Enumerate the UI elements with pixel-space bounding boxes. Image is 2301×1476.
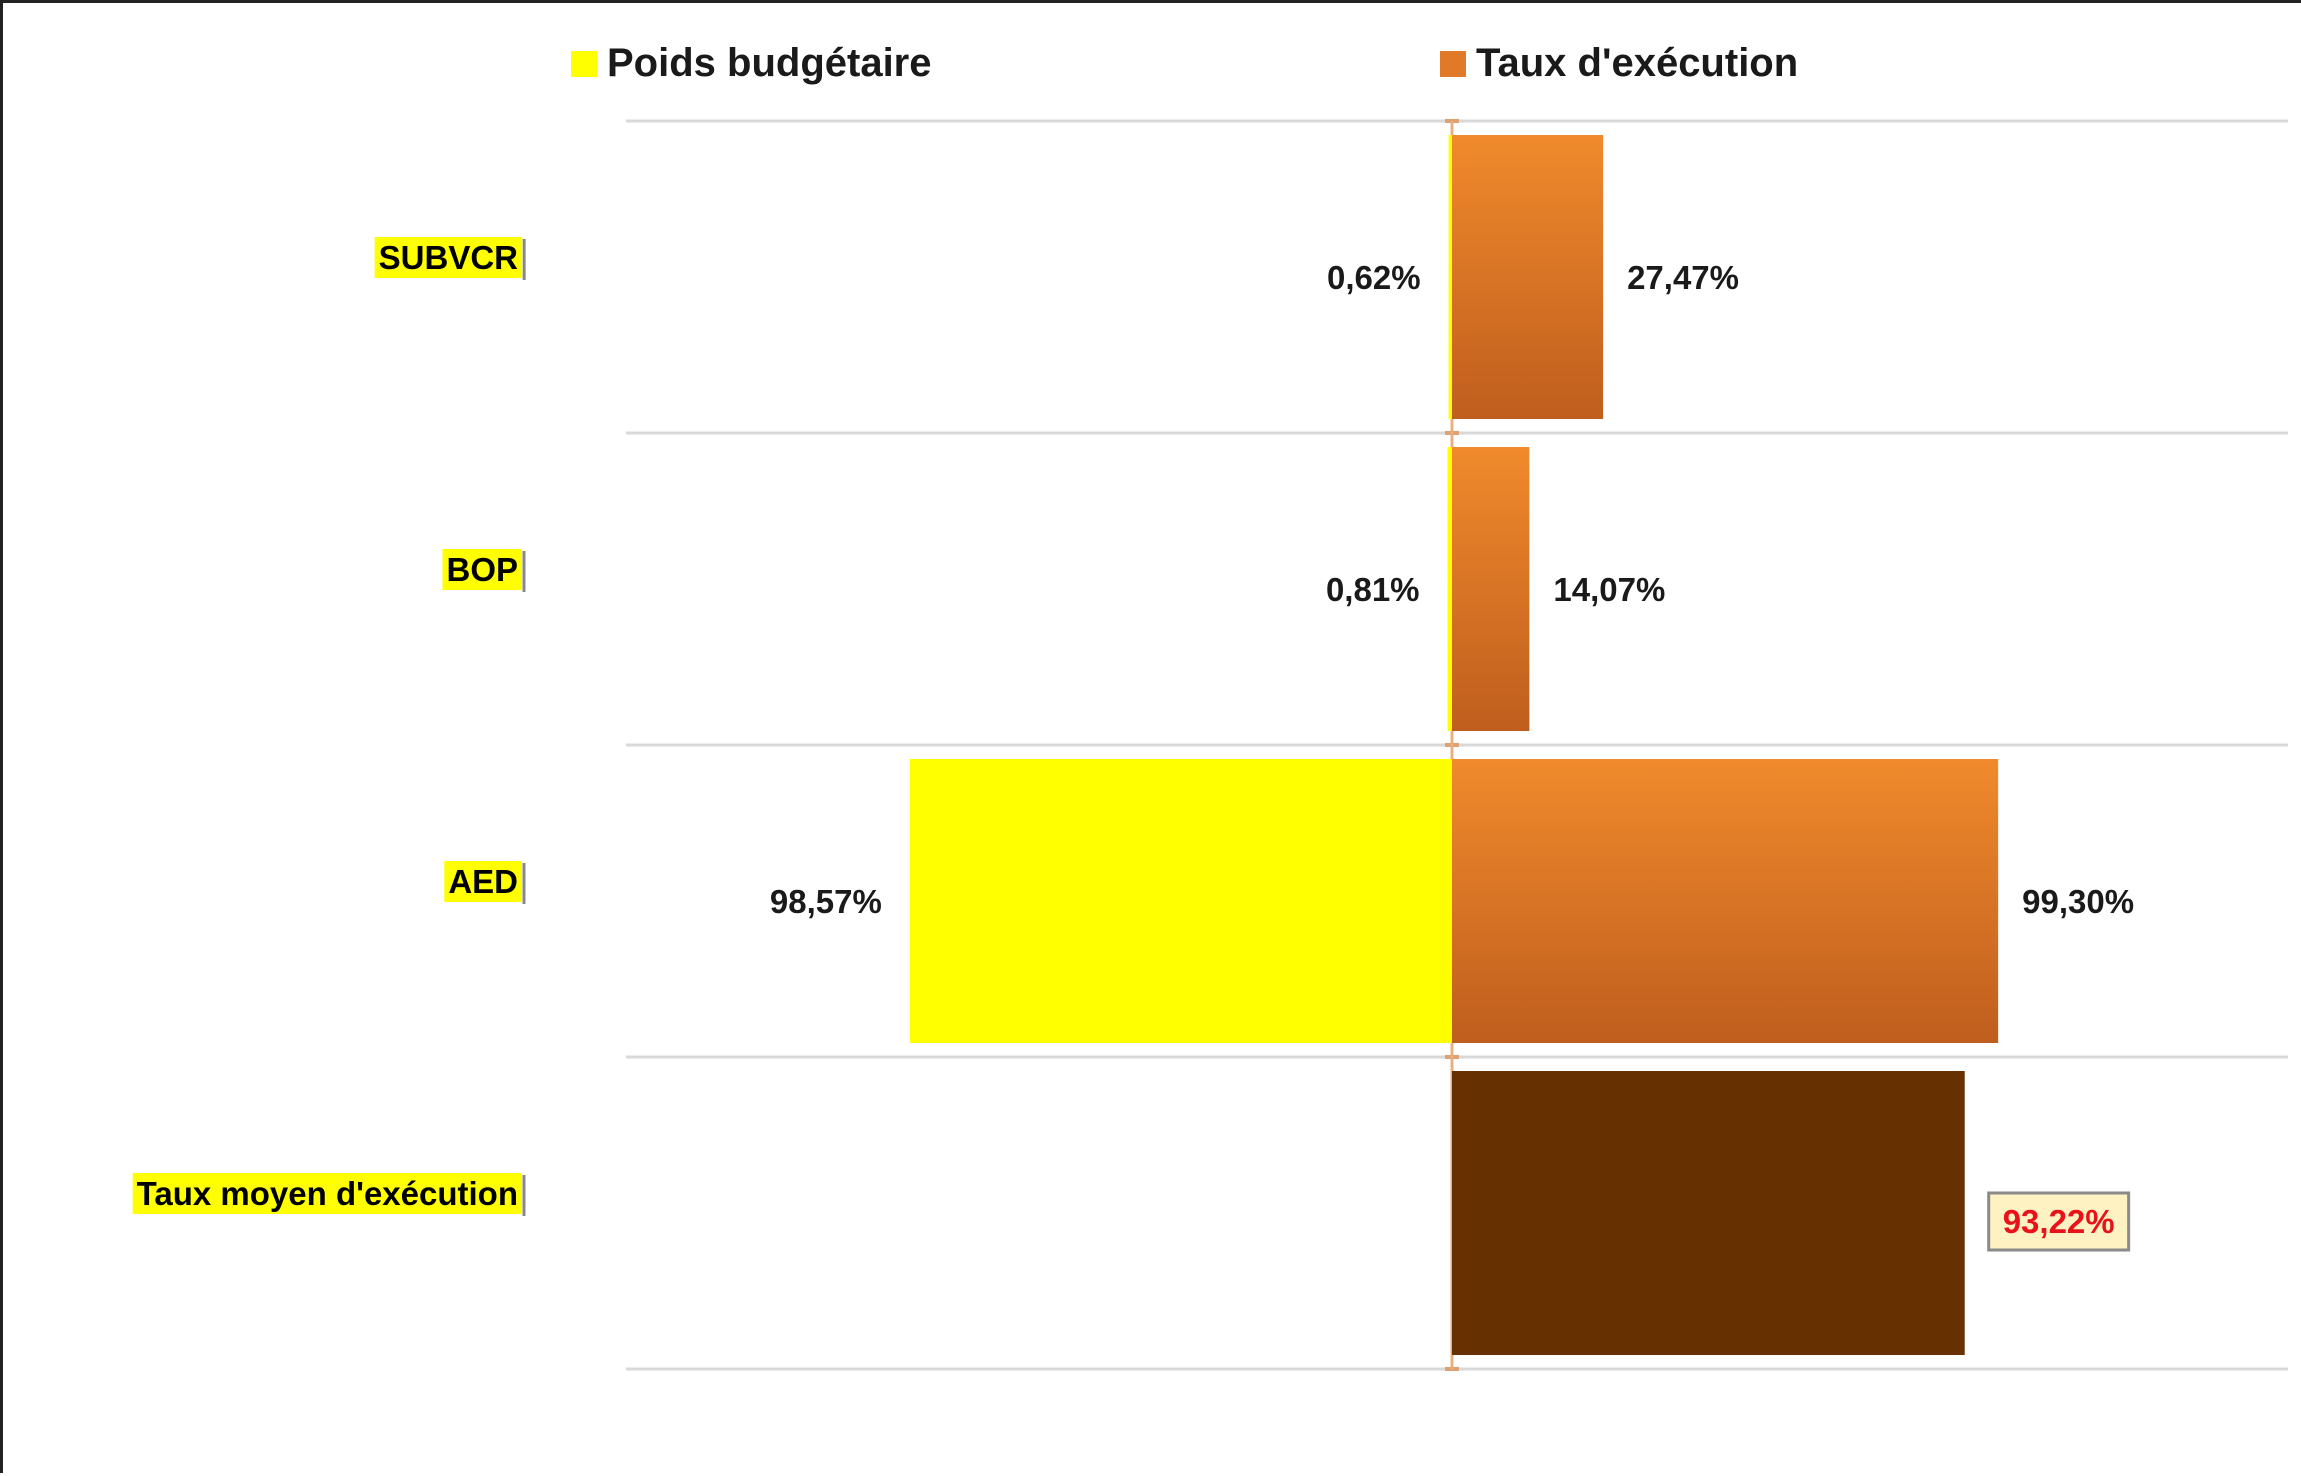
category-label: Taux moyen d'exécution bbox=[137, 1175, 518, 1212]
category-label-highlight bbox=[132, 1173, 522, 1214]
bar-poids bbox=[1447, 447, 1452, 731]
data-label-box bbox=[1987, 1191, 2131, 1252]
bar-taux bbox=[1452, 759, 1999, 1043]
data-label-taux: 27,47% bbox=[1627, 259, 1739, 296]
data-label-poids: 0,81% bbox=[1326, 571, 1420, 608]
data-label-poids: 0,62% bbox=[1327, 259, 1421, 296]
category-label: BOP bbox=[446, 551, 518, 588]
legend-label-poids: Poids budgétaire bbox=[607, 41, 932, 85]
category-label-highlight bbox=[374, 237, 523, 278]
legend-item-poids: Poids budgétaire bbox=[571, 41, 932, 86]
bar-chart: SUBVCR 0,62% 27,47% BOP 0,81% 14,07% AED 98,57%… bbox=[132, 119, 2288, 1371]
bar-taux bbox=[1452, 1071, 1965, 1355]
data-label-taux: 14,07% bbox=[1553, 571, 1665, 608]
bar-poids bbox=[1448, 135, 1452, 419]
data-label-poids: 98,57% bbox=[770, 883, 882, 920]
data-label-taux-moyen: 93,22% bbox=[2003, 1203, 2115, 1240]
bar-taux bbox=[1452, 447, 1530, 731]
bar-poids bbox=[909, 759, 1452, 1043]
legend-item-taux: Taux d'exécution bbox=[1440, 41, 1798, 86]
legend-swatch-taux bbox=[1440, 50, 1466, 77]
legend-swatch-poids bbox=[571, 50, 597, 77]
data-label-taux: 99,30% bbox=[2022, 883, 2134, 920]
bar-taux bbox=[1452, 135, 1604, 419]
category-label-highlight bbox=[442, 549, 522, 590]
category-label: SUBVCR bbox=[379, 239, 519, 276]
legend-label-taux: Taux d'exécution bbox=[1476, 41, 1799, 85]
category-label-highlight bbox=[444, 861, 522, 902]
category-label: AED bbox=[448, 863, 518, 900]
